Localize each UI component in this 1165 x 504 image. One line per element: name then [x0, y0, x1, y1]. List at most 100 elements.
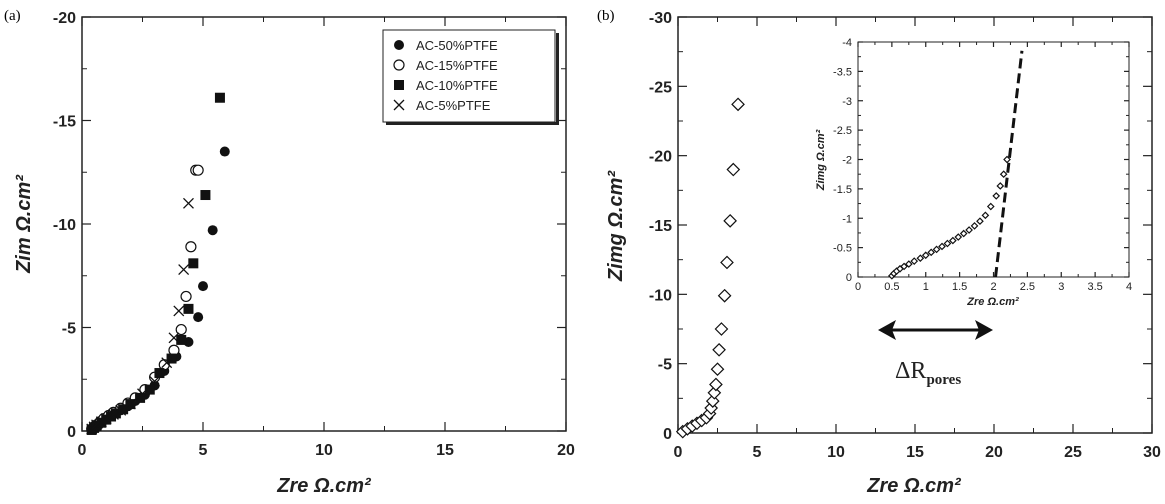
data-point — [144, 384, 155, 395]
legend-label: AC-15%PTFE — [416, 58, 498, 73]
x-tick-label: 1 — [923, 281, 929, 293]
inset-data-point — [996, 182, 1005, 190]
data-point — [183, 303, 194, 314]
plot-b-ticks: 0 5 10 15 20 25 300-5-10-15-20-25-30 — [649, 10, 1161, 461]
series-AC-5%PTFE — [86, 197, 194, 435]
y-tick-label: -25 — [649, 79, 672, 96]
plot-b-ylabel: Zimg Ω.cm² — [605, 170, 627, 282]
legend-marker — [393, 59, 405, 71]
data-point — [200, 190, 211, 201]
inset-data-point — [932, 245, 941, 254]
x-tick-label: 3.5 — [1087, 281, 1102, 293]
inset-data-point — [943, 239, 952, 248]
data-point — [91, 419, 102, 431]
y-tick-label: -5 — [62, 321, 76, 338]
y-tick-label: -5 — [658, 357, 672, 374]
data-point — [115, 404, 127, 416]
plot-b-points — [675, 97, 745, 439]
plot-a-ticks: 0 5 10 15 20 0 -5 -10 -15 -20 — [53, 10, 575, 459]
y-tick-label: -10 — [53, 217, 76, 234]
data-point — [95, 416, 107, 428]
y-tick-label: -4 — [842, 37, 852, 49]
data-point — [100, 413, 112, 425]
y-tick-label: -20 — [649, 149, 672, 166]
x-tick-label: 20 — [985, 444, 1003, 461]
data-point — [720, 255, 734, 270]
data-point — [712, 342, 726, 357]
inset-data-point — [910, 257, 919, 265]
data-point — [714, 322, 729, 336]
y-tick-label: 0 — [846, 272, 852, 284]
x-tick-label: 3 — [1058, 281, 1064, 293]
data-point — [717, 288, 732, 303]
y-tick-label: -30 — [649, 10, 672, 27]
data-point — [149, 375, 161, 387]
legend-label: AC-5%PTFE — [416, 98, 491, 113]
delta-r-annotation: ΔRpores — [878, 320, 993, 388]
inset-fit-line — [994, 50, 1024, 278]
legend-label: AC-10%PTFE — [416, 78, 498, 93]
inset-data-point — [949, 236, 957, 245]
plot-b-xlabel: Zre Ω.cm² — [866, 475, 962, 497]
data-point — [124, 398, 136, 410]
panel-b-label: (b) — [597, 8, 615, 24]
data-point — [108, 408, 119, 420]
inset-data-point — [986, 202, 995, 211]
inset-data-point — [970, 222, 979, 230]
legend-marker — [394, 80, 404, 90]
y-tick-label: -3 — [842, 96, 852, 108]
y-tick-label: 0 — [663, 426, 672, 443]
data-point — [154, 368, 165, 379]
data-point — [710, 362, 725, 377]
x-tick-label: 25 — [1064, 444, 1082, 461]
data-point — [185, 241, 197, 253]
x-tick-label: 2.5 — [1020, 281, 1035, 293]
inset-data-point — [900, 262, 908, 271]
x-tick-label: 1.5 — [952, 281, 967, 293]
data-point — [726, 162, 741, 177]
inset-data-point — [992, 192, 1001, 200]
y-tick-label: -2 — [842, 155, 852, 167]
inset-data-point — [904, 260, 913, 268]
y-tick-label: -2.5 — [833, 125, 852, 137]
inset-data-point — [976, 217, 984, 226]
y-tick-label: -1 — [842, 213, 852, 225]
inset-points — [888, 50, 1024, 280]
panel-a-label: (a) — [4, 8, 21, 24]
data-point — [192, 164, 204, 176]
inset-data-point — [921, 251, 930, 260]
data-point — [188, 258, 199, 269]
legend-marker — [394, 40, 404, 50]
inset-data-point — [981, 211, 990, 220]
y-tick-label: 0 — [67, 424, 76, 441]
data-point — [219, 146, 230, 157]
delta-r-arrowhead-left — [878, 320, 896, 340]
series-AC-50%PTFE — [89, 146, 230, 434]
y-tick-label: -0.5 — [833, 243, 852, 255]
plot-a-points — [86, 92, 230, 435]
legend-shadow — [556, 33, 559, 125]
data-point — [168, 332, 180, 344]
inset-data-point — [1003, 155, 1011, 164]
delta-r-arrowhead-right — [975, 320, 993, 340]
x-tick-label: 20 — [557, 442, 575, 459]
data-point — [180, 290, 192, 303]
data-point — [135, 392, 146, 403]
data-point — [137, 388, 148, 400]
data-point — [183, 197, 194, 209]
data-point — [731, 97, 745, 112]
x-tick-label: 0 — [855, 281, 861, 293]
x-tick-label: 4 — [1126, 281, 1132, 293]
data-point — [193, 312, 204, 323]
plot-a-xlabel: Zre Ω.cm² — [276, 475, 372, 497]
data-point — [723, 213, 737, 228]
data-point — [214, 92, 225, 103]
inset-data-point — [916, 254, 925, 263]
inset-data-point — [959, 229, 968, 238]
x-tick-label: 15 — [906, 444, 924, 461]
x-tick-label: 30 — [1143, 444, 1161, 461]
inset-data-point — [938, 242, 946, 251]
data-point — [173, 305, 185, 317]
x-tick-label: 10 — [827, 444, 845, 461]
delta-r-label: ΔRpores — [895, 358, 961, 388]
